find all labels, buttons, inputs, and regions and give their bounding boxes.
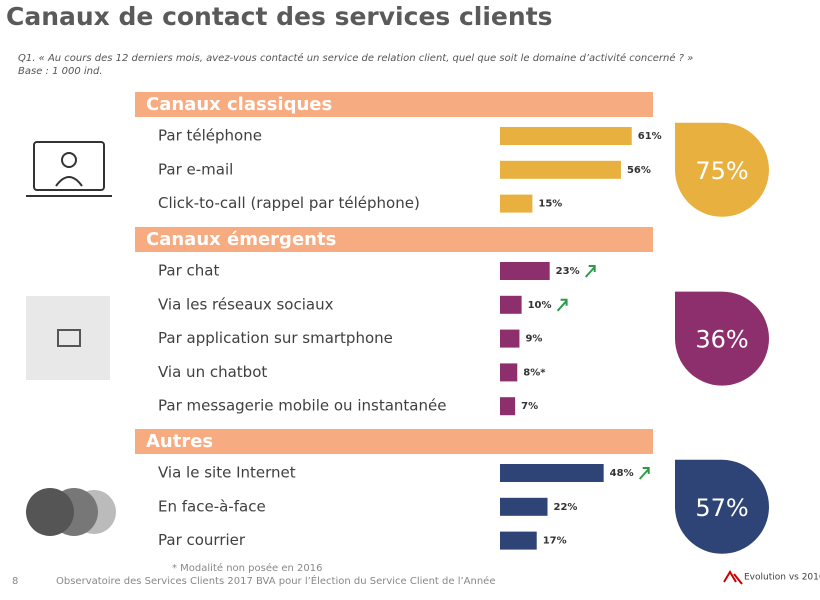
category-label: Via un chatbot <box>158 363 267 381</box>
category-label: Par chat <box>158 262 219 280</box>
value-label: 17% <box>543 536 567 547</box>
total-bubble <box>675 459 769 554</box>
total-label: 75% <box>695 157 748 185</box>
question: Q1. « Au cours des 12 derniers mois, ave… <box>18 52 693 64</box>
value-label: 9% <box>525 334 542 345</box>
evolution-icon <box>723 570 743 585</box>
category-label: En face-à-face <box>158 497 266 515</box>
group-title: Canaux classiques <box>146 94 332 115</box>
bar <box>500 329 520 348</box>
bar <box>500 497 548 516</box>
total-bubble <box>675 122 769 217</box>
bar <box>500 397 516 416</box>
group-header <box>135 429 653 454</box>
evolution-legend: Evolution vs 2016 <box>744 573 820 583</box>
group-header <box>135 92 653 117</box>
category-label: Via les réseaux sociaux <box>158 295 334 313</box>
total-label: 57% <box>695 494 748 522</box>
total-label: 36% <box>695 326 748 354</box>
total-bubble <box>675 291 769 386</box>
group-header <box>135 227 653 252</box>
category-label: Click-to-call (rappel par téléphone) <box>158 194 420 212</box>
value-label: 48% <box>610 468 634 479</box>
icon-network-screen <box>57 329 81 347</box>
category-label: Via le site Internet <box>158 464 296 482</box>
group-title: Canaux émergents <box>146 229 336 250</box>
value-label: 8%* <box>523 367 546 378</box>
icon-network <box>26 296 110 380</box>
bar <box>500 127 632 145</box>
value-label: 23% <box>556 266 580 277</box>
bar <box>500 160 621 179</box>
source: Observatoire des Services Clients 2017 B… <box>56 574 495 587</box>
value-label: 56% <box>627 165 651 176</box>
bar <box>500 464 604 482</box>
category-label: Par téléphone <box>158 127 262 145</box>
bar <box>500 531 537 550</box>
icon-people <box>26 488 116 536</box>
category-label: Par messagerie mobile ou instantanée <box>158 397 446 415</box>
category-label: Par e-mail <box>158 160 233 178</box>
trend-up-arrow <box>638 467 650 480</box>
bar <box>500 262 550 280</box>
value-label: 7% <box>521 401 538 412</box>
category-label: Par application sur smartphone <box>158 329 393 347</box>
page-number: 8 <box>12 576 18 587</box>
value-label: 22% <box>554 502 578 513</box>
value-label: 15% <box>538 199 562 210</box>
base: Base : 1 000 ind. <box>18 66 103 77</box>
category-label: Par courrier <box>158 531 246 549</box>
value-label: 61% <box>638 131 662 142</box>
icon-phone <box>26 141 112 197</box>
bar <box>500 363 518 382</box>
trend-up-arrow <box>556 298 568 312</box>
value-label: 10% <box>528 300 552 311</box>
group-title: Autres <box>146 431 213 452</box>
bar <box>500 194 533 213</box>
bar <box>500 295 522 314</box>
slide-title: Canaux de contact des services clients <box>6 2 553 31</box>
footnote: * Modalité non posée en 2016 <box>172 562 322 574</box>
trend-up-arrow <box>584 265 596 278</box>
